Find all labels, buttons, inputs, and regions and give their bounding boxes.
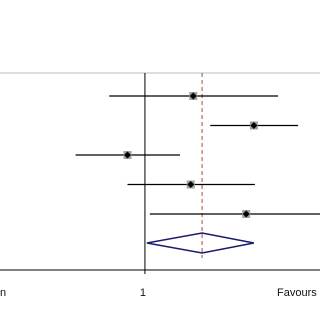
x-label-right: Favours xyxy=(277,287,317,299)
point-estimate xyxy=(189,92,197,100)
x-tick-label: 1 xyxy=(140,287,146,299)
point-estimate xyxy=(123,151,131,159)
x-label-left: n xyxy=(0,287,6,299)
pooled-diamond xyxy=(146,232,255,254)
point-estimate xyxy=(242,210,250,218)
point-estimate xyxy=(250,122,258,129)
point-estimate xyxy=(187,181,195,188)
